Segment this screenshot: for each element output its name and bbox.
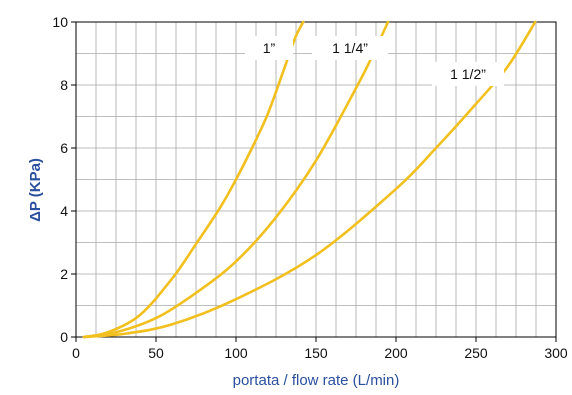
series-line-1 bbox=[82, 20, 305, 339]
y-tick-label: 6 bbox=[60, 140, 68, 156]
series-lines bbox=[82, 20, 537, 339]
y-tick-label: 2 bbox=[60, 266, 68, 282]
x-tick-label: 100 bbox=[224, 345, 248, 361]
x-tick-label: 50 bbox=[148, 345, 164, 361]
axes: 0 50 100 150 200 250 300 0 2 4 6 8 10 bbox=[52, 14, 567, 361]
x-tick-label: 0 bbox=[72, 345, 80, 361]
series-label: 1 1/4” bbox=[332, 40, 368, 56]
x-axis-title: portata / flow rate (L/min) bbox=[233, 372, 400, 389]
y-tick-label: 0 bbox=[60, 329, 68, 345]
y-tick-label: 8 bbox=[60, 77, 68, 93]
series-label-background bbox=[245, 36, 293, 60]
series-label-background bbox=[312, 36, 388, 60]
series-labels: 1” 1 1/4” 1 1/2” bbox=[245, 36, 504, 86]
series-label-background bbox=[432, 62, 504, 86]
series-label: 1 1/2” bbox=[450, 66, 486, 82]
x-tick-label: 150 bbox=[304, 345, 328, 361]
x-tick-label: 300 bbox=[544, 345, 568, 361]
y-tick-label: 10 bbox=[52, 14, 68, 30]
grid bbox=[76, 22, 556, 337]
series-label: 1” bbox=[263, 40, 276, 56]
x-tick-label: 200 bbox=[384, 345, 408, 361]
x-tick-label: 250 bbox=[464, 345, 488, 361]
y-axis-title: ΔP (KPa) bbox=[27, 158, 44, 222]
series-line-2 bbox=[82, 20, 390, 339]
y-tick-label: 4 bbox=[60, 203, 68, 219]
series-line-3 bbox=[82, 20, 537, 339]
